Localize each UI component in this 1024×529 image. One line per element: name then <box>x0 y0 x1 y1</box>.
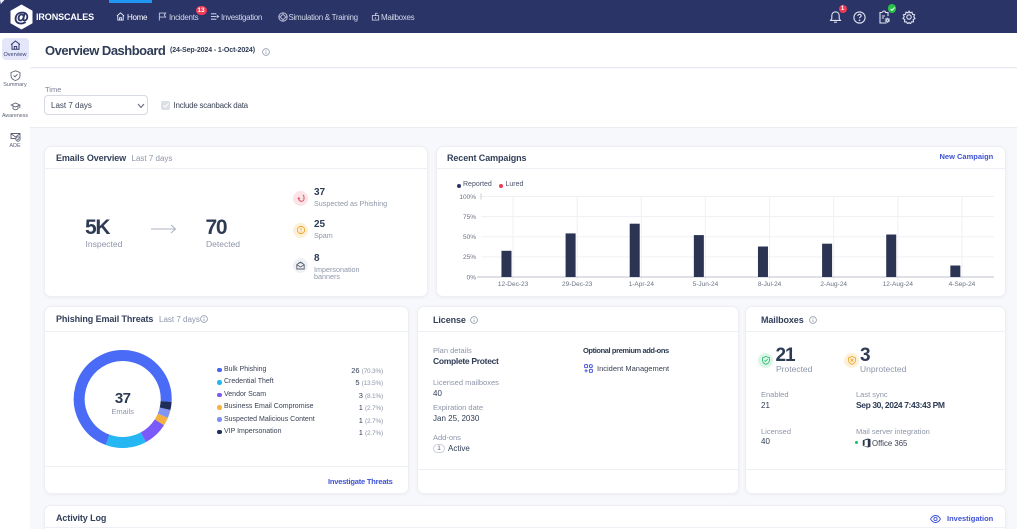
svg-text:4-Sep-24: 4-Sep-24 <box>949 281 976 288</box>
svg-text:12-Dec-23: 12-Dec-23 <box>498 281 529 288</box>
svg-text:2-Aug-24: 2-Aug-24 <box>820 281 847 288</box>
svg-text:25%: 25% <box>463 254 476 261</box>
svg-text:75%: 75% <box>463 214 476 221</box>
svg-text:29-Dec-23: 29-Dec-23 <box>562 281 593 288</box>
svg-text:100%: 100% <box>459 194 476 201</box>
svg-text:12-Aug-24: 12-Aug-24 <box>883 281 914 288</box>
svg-text:8-Jul-24: 8-Jul-24 <box>758 281 782 288</box>
svg-text:1-Apr-24: 1-Apr-24 <box>629 281 655 288</box>
svg-text:50%: 50% <box>463 234 476 241</box>
svg-text:5-Jun-24: 5-Jun-24 <box>693 281 719 288</box>
svg-text:0%: 0% <box>467 274 477 281</box>
svg-text:@: @ <box>14 9 29 26</box>
